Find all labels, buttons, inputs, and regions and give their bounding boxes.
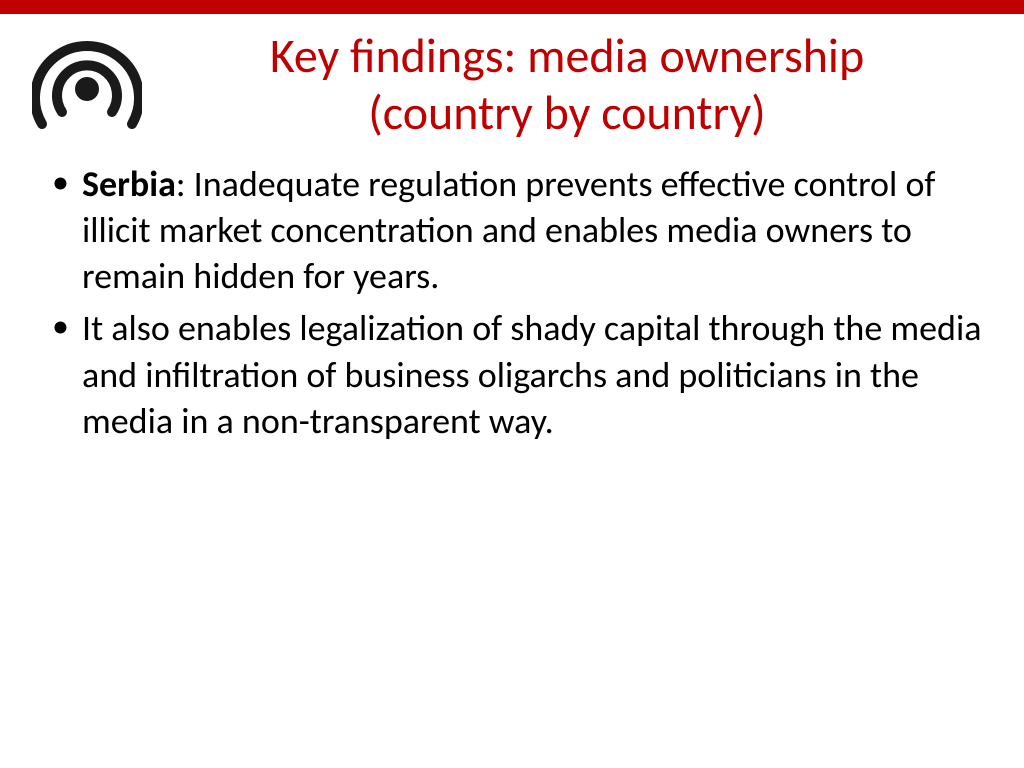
slide-content: Key findings: media ownership (country b… xyxy=(0,14,1024,768)
bullet-text: : Inadequate regulation prevents effecti… xyxy=(82,162,935,298)
header-row: Key findings: media ownership (country b… xyxy=(42,28,982,141)
list-item: Serbia: Inadequate regulation prevents e… xyxy=(82,161,982,299)
slide-title: Key findings: media ownership (country b… xyxy=(152,28,982,141)
bullet-text: It also enables legalization of shady ca… xyxy=(82,306,981,442)
eye-logo-icon xyxy=(32,34,142,139)
bullet-lead: Serbia xyxy=(82,162,176,206)
accent-top-bar xyxy=(0,0,1024,14)
list-item: It also enables legalization of shady ca… xyxy=(82,305,982,443)
bullet-list: Serbia: Inadequate regulation prevents e… xyxy=(42,161,982,443)
title-line-1: Key findings: media ownership xyxy=(270,26,864,85)
title-wrap: Key findings: media ownership (country b… xyxy=(152,28,982,141)
title-line-2: (country by country) xyxy=(368,83,765,142)
